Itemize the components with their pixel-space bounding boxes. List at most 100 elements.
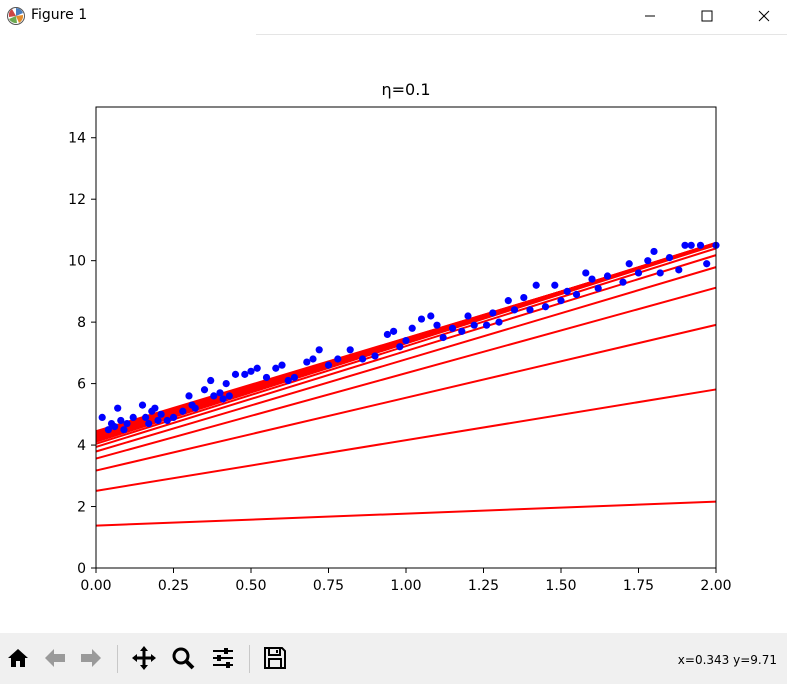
data-point bbox=[216, 389, 224, 397]
back-icon bbox=[45, 649, 65, 667]
titlebar-divider bbox=[256, 34, 787, 35]
data-point bbox=[390, 327, 398, 335]
home-button[interactable] bbox=[3, 642, 33, 674]
data-point bbox=[207, 376, 215, 385]
data-point bbox=[219, 395, 227, 403]
data-point bbox=[309, 355, 317, 363]
data-point bbox=[163, 416, 171, 425]
data-point bbox=[650, 247, 658, 256]
save-button[interactable] bbox=[260, 642, 290, 674]
data-point bbox=[120, 426, 128, 434]
data-point bbox=[687, 241, 695, 249]
x-tick-label: 2.00 bbox=[700, 578, 731, 594]
data-point bbox=[603, 272, 612, 280]
data-point bbox=[448, 324, 457, 332]
data-point bbox=[346, 346, 354, 354]
maximize-icon bbox=[701, 10, 713, 22]
data-point bbox=[520, 293, 528, 302]
plot-area: 0.00 0.25 0.50 0.75 1.00 1.25 1.50 1.75 2.00 0 2 4… bbox=[68, 80, 732, 594]
y-axis-ticks: 0 2 4 6 8 10 12 14 bbox=[68, 131, 96, 577]
data-point bbox=[200, 386, 209, 394]
forward-button[interactable] bbox=[76, 642, 106, 674]
regression-line bbox=[95, 388, 717, 492]
data-point bbox=[526, 306, 534, 314]
data-point bbox=[157, 410, 165, 418]
data-point bbox=[588, 275, 596, 283]
data-point bbox=[408, 324, 416, 332]
toolbar-separator bbox=[249, 645, 250, 673]
data-point bbox=[185, 392, 193, 400]
forward-icon bbox=[81, 649, 101, 667]
regression-line bbox=[95, 254, 717, 448]
data-point bbox=[483, 321, 491, 329]
regression-line bbox=[95, 500, 717, 527]
data-point bbox=[145, 419, 153, 428]
save-icon bbox=[264, 647, 286, 669]
data-point bbox=[644, 257, 652, 265]
y-tick-label: 14 bbox=[68, 131, 86, 147]
data-point bbox=[117, 416, 125, 425]
data-point bbox=[675, 266, 683, 274]
data-point bbox=[169, 413, 178, 422]
data-point bbox=[696, 241, 705, 249]
y-tick-label: 6 bbox=[77, 377, 86, 393]
back-button[interactable] bbox=[40, 642, 70, 674]
data-point bbox=[225, 392, 233, 400]
y-tick-label: 0 bbox=[77, 561, 86, 577]
x-tick-label: 1.00 bbox=[390, 578, 421, 594]
matplotlib-logo-icon bbox=[6, 6, 26, 26]
data-point bbox=[470, 321, 478, 329]
data-point bbox=[371, 352, 379, 360]
x-axis-ticks: 0.00 0.25 0.50 0.75 1.00 1.25 1.50 1.75 2.00 bbox=[80, 568, 732, 594]
minimize-icon bbox=[645, 15, 655, 17]
data-point bbox=[262, 373, 271, 382]
data-point bbox=[489, 309, 497, 317]
data-point bbox=[634, 269, 643, 277]
zoom-button[interactable] bbox=[168, 642, 198, 674]
pan-button[interactable] bbox=[129, 642, 159, 674]
y-tick-label: 4 bbox=[77, 438, 86, 454]
y-tick-label: 8 bbox=[77, 315, 86, 331]
data-point bbox=[703, 260, 711, 268]
x-tick-label: 0.00 bbox=[80, 578, 111, 594]
minimize-button[interactable] bbox=[627, 0, 673, 32]
regression-line bbox=[95, 286, 717, 460]
x-tick-label: 0.75 bbox=[313, 578, 344, 594]
y-tick-label: 12 bbox=[68, 192, 86, 208]
maximize-button[interactable] bbox=[684, 0, 730, 32]
x-tick-label: 1.25 bbox=[468, 578, 499, 594]
x-tick-label: 0.50 bbox=[235, 578, 266, 594]
data-point bbox=[402, 336, 410, 345]
data-point bbox=[510, 306, 519, 314]
data-point bbox=[104, 426, 112, 434]
data-point bbox=[551, 281, 559, 289]
data-point bbox=[572, 290, 581, 299]
data-point bbox=[439, 333, 447, 342]
regression-line bbox=[95, 323, 717, 472]
data-point bbox=[532, 281, 540, 289]
data-point bbox=[464, 312, 472, 320]
data-point bbox=[231, 370, 240, 378]
data-point bbox=[315, 346, 323, 354]
y-tick-label: 2 bbox=[77, 500, 86, 516]
data-point bbox=[222, 380, 230, 388]
data-point bbox=[191, 404, 199, 412]
zoom-icon bbox=[172, 647, 195, 670]
data-points bbox=[98, 241, 720, 434]
data-point bbox=[290, 373, 298, 382]
data-point bbox=[359, 355, 367, 363]
navigation-toolbar: x=0.343 y=9.71 bbox=[0, 633, 787, 684]
x-tick-label: 0.25 bbox=[158, 578, 189, 594]
data-point bbox=[417, 315, 426, 323]
data-point bbox=[557, 297, 565, 305]
data-point bbox=[241, 370, 249, 378]
data-point bbox=[210, 392, 218, 400]
regression-line bbox=[95, 266, 717, 453]
data-point bbox=[142, 413, 150, 422]
data-point bbox=[334, 355, 342, 363]
data-point bbox=[504, 297, 512, 305]
data-point bbox=[563, 287, 571, 295]
pan-icon bbox=[132, 646, 156, 670]
configure-subplots-button[interactable] bbox=[208, 642, 238, 674]
close-button[interactable] bbox=[741, 0, 787, 32]
